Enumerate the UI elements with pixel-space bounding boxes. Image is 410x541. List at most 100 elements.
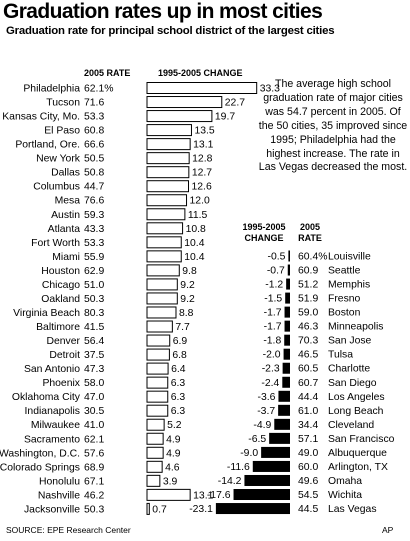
bar-kansas-city-mo (146, 110, 213, 123)
city-label-albuquerque: Albuquerque (328, 448, 387, 459)
change-label-el-paso: 13.5 (194, 126, 214, 137)
bar-louisville (288, 250, 290, 262)
change-label-washington-d-c: 4.9 (166, 448, 181, 459)
bar-san-jose (284, 334, 290, 346)
change-label-baltimore: 7.7 (175, 322, 190, 333)
rate-label-milwaukee: 41.0 (84, 420, 104, 431)
city-label-memphis: Memphis (328, 280, 370, 291)
rate-label-new-york: 50.5 (84, 154, 104, 165)
bar-jacksonville (146, 502, 150, 515)
rate-label-long-beach: 61.0 (298, 406, 318, 417)
city-label-jacksonville: Jacksonville (24, 504, 80, 515)
rate-label-dallas: 50.8 (84, 168, 104, 179)
page-subtitle: Graduation rate for principal school dis… (6, 25, 335, 37)
bar-minneapolis (284, 320, 290, 332)
bar-atlanta (146, 222, 184, 235)
bar-boston (284, 306, 290, 318)
rate-label-las-vegas: 44.5 (298, 504, 318, 515)
bar-tucson (146, 96, 223, 109)
rate-label-atlanta: 43.3 (84, 224, 104, 235)
bar-memphis (286, 278, 290, 290)
city-label-phoenix: Phoenix (42, 378, 80, 389)
bar-san-francisco (269, 432, 290, 444)
bar-sacramento (146, 432, 164, 445)
change-label-new-york: 12.8 (192, 154, 212, 165)
change-label-virginia-beach: 8.8 (179, 308, 194, 319)
bar-el-paso (146, 124, 192, 137)
rate-label-los-angeles: 44.4 (298, 392, 318, 403)
rate-label-columbus: 44.7 (84, 182, 104, 193)
source-note: SOURCE: EPE Research Center (6, 525, 131, 535)
change-label-seattle: -0.7 (267, 266, 285, 277)
city-label-wichita: Wichita (328, 490, 362, 501)
change-label-milwaukee: 5.2 (167, 420, 182, 431)
bar-san-diego (282, 376, 290, 388)
rate-label-colorado-springs: 68.9 (84, 462, 104, 473)
bar-mesa (146, 194, 188, 207)
city-label-sacramento: Sacramento (24, 434, 80, 445)
change-label-honolulu: 3.9 (163, 476, 178, 487)
city-label-boston: Boston (328, 308, 361, 319)
city-label-san-francisco: San Francisco (328, 434, 395, 445)
rate-label-denver: 56.4 (84, 336, 104, 347)
city-label-tucson: Tucson (46, 98, 80, 109)
rate-label-albuquerque: 49.0 (298, 448, 318, 459)
change-label-arlington-tx: -11.6 (227, 462, 250, 473)
city-label-los-angeles: Los Angeles (328, 392, 385, 403)
change-label-oakland: 9.2 (180, 294, 195, 305)
rate-label-cleveland: 34.4 (298, 420, 318, 431)
rate-label-houston: 62.9 (84, 266, 104, 277)
city-label-washington-d-c: Washington, D.C. (0, 448, 80, 459)
city-label-san-jose: San Jose (328, 336, 372, 347)
rate-label-jacksonville: 50.3 (84, 504, 104, 515)
change-label-long-beach: -3.7 (257, 406, 275, 417)
bar-baltimore (146, 320, 173, 333)
change-label-miami: 10.4 (184, 252, 204, 263)
change-label-wichita: -17.6 (207, 490, 231, 501)
bar-houston (146, 264, 180, 277)
city-label-el-paso: El Paso (44, 126, 80, 137)
rate-label-indianapolis: 30.5 (84, 406, 104, 417)
bar-phoenix (146, 376, 169, 389)
change-label-atlanta: 10.8 (186, 224, 206, 235)
rate-label-omaha: 49.6 (298, 476, 318, 487)
rate-label-tucson: 71.6 (84, 98, 104, 109)
bar-tulsa (283, 348, 290, 360)
city-label-san-antonio: San Antonio (24, 364, 80, 375)
change-label-dallas: 12.7 (192, 168, 212, 179)
city-label-omaha: Omaha (328, 476, 362, 487)
city-label-minneapolis: Minneapolis (328, 322, 383, 333)
city-label-portland-ore: Portland, Ore. (15, 140, 80, 151)
rate-label-portland-ore: 66.6 (84, 140, 104, 151)
change-label-detroit: 6.8 (172, 350, 187, 361)
change-label-tucson: 22.7 (225, 98, 245, 109)
right-rate-header: 2005 RATE (298, 222, 322, 243)
change-label-albuquerque: -9.0 (240, 448, 258, 459)
rate-label-mesa: 76.6 (84, 196, 104, 207)
city-label-milwaukee: Milwaukee (31, 420, 80, 431)
rate-label-philadelphia: 62.1% (84, 84, 113, 95)
change-label-kansas-city-mo: 19.7 (215, 112, 235, 123)
city-label-philadelphia: Philadelphia (23, 84, 80, 95)
city-label-las-vegas: Las Vegas (328, 504, 377, 515)
change-label-chicago: 9.2 (180, 280, 195, 291)
rate-label-wichita: 54.5 (298, 490, 318, 501)
rate-label-washington-d-c: 57.6 (84, 448, 104, 459)
rate-label-san-antonio: 47.3 (84, 364, 104, 375)
change-label-mesa: 12.0 (190, 196, 210, 207)
credit-note: AP (382, 525, 394, 535)
summary-text: The average high school graduation rate … (258, 78, 408, 174)
rate-label-fresno: 51.9 (298, 294, 318, 305)
bar-columbus (146, 180, 190, 193)
bar-honolulu (146, 474, 161, 487)
rate-label-el-paso: 60.8 (84, 126, 104, 137)
rate-label-arlington-tx: 60.0 (298, 462, 318, 473)
change-label-sacramento: 4.9 (166, 434, 181, 445)
bar-detroit (146, 348, 170, 361)
bar-washington-d-c (146, 446, 164, 459)
city-label-seattle: Seattle (328, 266, 361, 277)
bar-colorado-springs (146, 460, 163, 473)
change-label-jacksonville: 0.7 (152, 504, 167, 515)
city-label-oklahoma-city: Oklahoma City (12, 392, 81, 403)
bar-arlington-tx (252, 460, 290, 472)
